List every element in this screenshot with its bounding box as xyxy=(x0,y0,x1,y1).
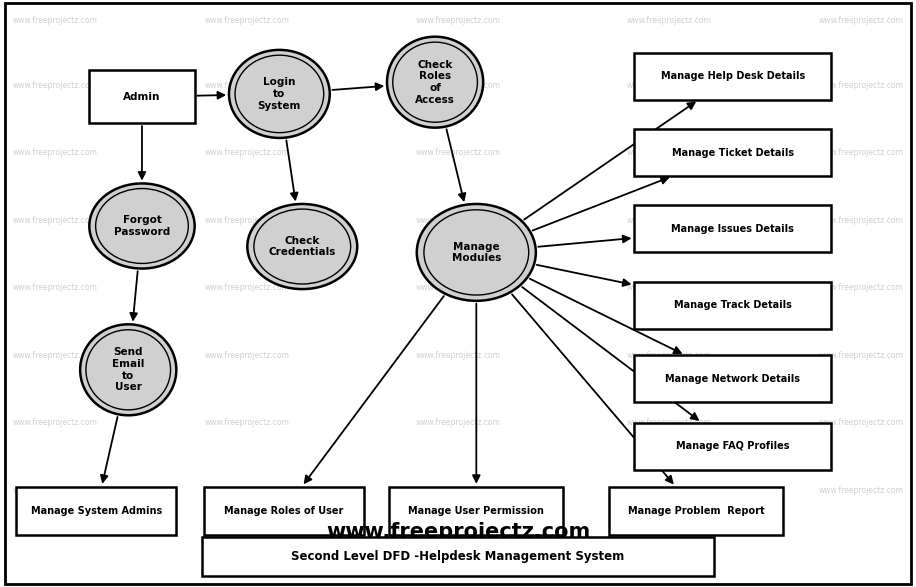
Text: Manage User Permission: Manage User Permission xyxy=(409,505,544,516)
Text: www.freeprojectz.com: www.freeprojectz.com xyxy=(627,80,711,90)
Text: www.freeprojectz.com: www.freeprojectz.com xyxy=(205,80,289,90)
Ellipse shape xyxy=(89,183,194,269)
Text: www.freeprojectz.com: www.freeprojectz.com xyxy=(627,350,711,360)
Text: Manage Ticket Details: Manage Ticket Details xyxy=(671,147,794,158)
Text: www.freeprojectz.com: www.freeprojectz.com xyxy=(13,16,97,25)
Bar xyxy=(609,487,783,535)
Text: www.freeprojectz.com: www.freeprojectz.com xyxy=(205,283,289,292)
Text: www.freeprojectz.com: www.freeprojectz.com xyxy=(819,148,903,157)
Text: www.freeprojectz.com: www.freeprojectz.com xyxy=(627,148,711,157)
Bar xyxy=(202,537,714,576)
Text: www.freeprojectz.com: www.freeprojectz.com xyxy=(819,283,903,292)
Text: www.freeprojectz.com: www.freeprojectz.com xyxy=(13,148,97,157)
Bar xyxy=(634,355,832,402)
Text: www.freeprojectz.com: www.freeprojectz.com xyxy=(205,485,289,495)
Ellipse shape xyxy=(229,50,330,138)
Text: www.freeprojectz.com: www.freeprojectz.com xyxy=(819,418,903,427)
Text: www.freeprojectz.com: www.freeprojectz.com xyxy=(627,418,711,427)
Text: Manage
Modules: Manage Modules xyxy=(452,242,501,263)
Text: www.freeprojectz.com: www.freeprojectz.com xyxy=(416,485,500,495)
Text: Manage System Admins: Manage System Admins xyxy=(30,505,162,516)
Text: www.freeprojectz.com: www.freeprojectz.com xyxy=(13,283,97,292)
Text: www.freeprojectz.com: www.freeprojectz.com xyxy=(205,148,289,157)
Text: www.freeprojectz.com: www.freeprojectz.com xyxy=(819,16,903,25)
Text: www.freeprojectz.com: www.freeprojectz.com xyxy=(416,283,500,292)
Text: www.freeprojectz.com: www.freeprojectz.com xyxy=(205,350,289,360)
Bar xyxy=(634,282,832,329)
Text: www.freeprojectz.com: www.freeprojectz.com xyxy=(819,485,903,495)
Text: Send
Email
to
User: Send Email to User xyxy=(112,348,145,392)
Text: Manage Help Desk Details: Manage Help Desk Details xyxy=(660,71,805,82)
Bar xyxy=(634,205,832,252)
Text: www.freeprojectz.com: www.freeprojectz.com xyxy=(416,16,500,25)
Text: www.freeprojectz.com: www.freeprojectz.com xyxy=(416,80,500,90)
Text: www.freeprojectz.com: www.freeprojectz.com xyxy=(627,215,711,225)
Text: www.freeprojectz.com: www.freeprojectz.com xyxy=(819,215,903,225)
Text: Manage Problem  Report: Manage Problem Report xyxy=(627,505,765,516)
Text: Forgot
Password: Forgot Password xyxy=(114,215,170,237)
Text: www.freeprojectz.com: www.freeprojectz.com xyxy=(819,80,903,90)
Bar xyxy=(634,129,832,176)
Text: www.freeprojectz.com: www.freeprojectz.com xyxy=(205,16,289,25)
Ellipse shape xyxy=(81,324,176,416)
Text: www.freeprojectz.com: www.freeprojectz.com xyxy=(416,418,500,427)
Bar xyxy=(90,70,195,123)
Text: www.freeprojectz.com: www.freeprojectz.com xyxy=(416,148,500,157)
Text: Check
Roles
of
Access: Check Roles of Access xyxy=(415,60,455,104)
Text: Manage Issues Details: Manage Issues Details xyxy=(671,224,794,234)
Text: www.freeprojectz.com: www.freeprojectz.com xyxy=(627,485,711,495)
Text: www.freeprojectz.com: www.freeprojectz.com xyxy=(13,80,97,90)
Text: www.freeprojectz.com: www.freeprojectz.com xyxy=(13,418,97,427)
Text: www.freeprojectz.com: www.freeprojectz.com xyxy=(627,283,711,292)
Text: www.freeprojectz.com: www.freeprojectz.com xyxy=(13,215,97,225)
Text: www.freeprojectz.com: www.freeprojectz.com xyxy=(205,418,289,427)
Text: Admin: Admin xyxy=(124,92,160,102)
Text: www.freeprojectz.com: www.freeprojectz.com xyxy=(627,16,711,25)
Text: www.freeprojectz.com: www.freeprojectz.com xyxy=(13,350,97,360)
Text: Manage Network Details: Manage Network Details xyxy=(665,373,801,384)
Text: www.freeprojectz.com: www.freeprojectz.com xyxy=(416,215,500,225)
Text: Second Level DFD -Helpdesk Management System: Second Level DFD -Helpdesk Management Sy… xyxy=(291,550,625,563)
Text: www.freeprojectz.com: www.freeprojectz.com xyxy=(819,350,903,360)
Text: www.freeprojectz.com: www.freeprojectz.com xyxy=(416,350,500,360)
Bar xyxy=(634,53,832,100)
Ellipse shape xyxy=(247,204,357,289)
Text: Manage Roles of User: Manage Roles of User xyxy=(224,505,344,516)
Bar xyxy=(16,487,176,535)
Text: Manage Track Details: Manage Track Details xyxy=(674,300,791,311)
Text: Check
Credentials: Check Credentials xyxy=(268,236,336,257)
Text: www.freeprojectz.com: www.freeprojectz.com xyxy=(326,522,590,542)
Text: www.freeprojectz.com: www.freeprojectz.com xyxy=(13,485,97,495)
Ellipse shape xyxy=(417,204,536,301)
Bar xyxy=(634,423,832,470)
Text: Login
to
System: Login to System xyxy=(257,77,301,110)
Bar xyxy=(203,487,364,535)
Text: Manage FAQ Profiles: Manage FAQ Profiles xyxy=(676,441,790,451)
Ellipse shape xyxy=(387,36,483,128)
Bar xyxy=(389,487,563,535)
Text: www.freeprojectz.com: www.freeprojectz.com xyxy=(205,215,289,225)
